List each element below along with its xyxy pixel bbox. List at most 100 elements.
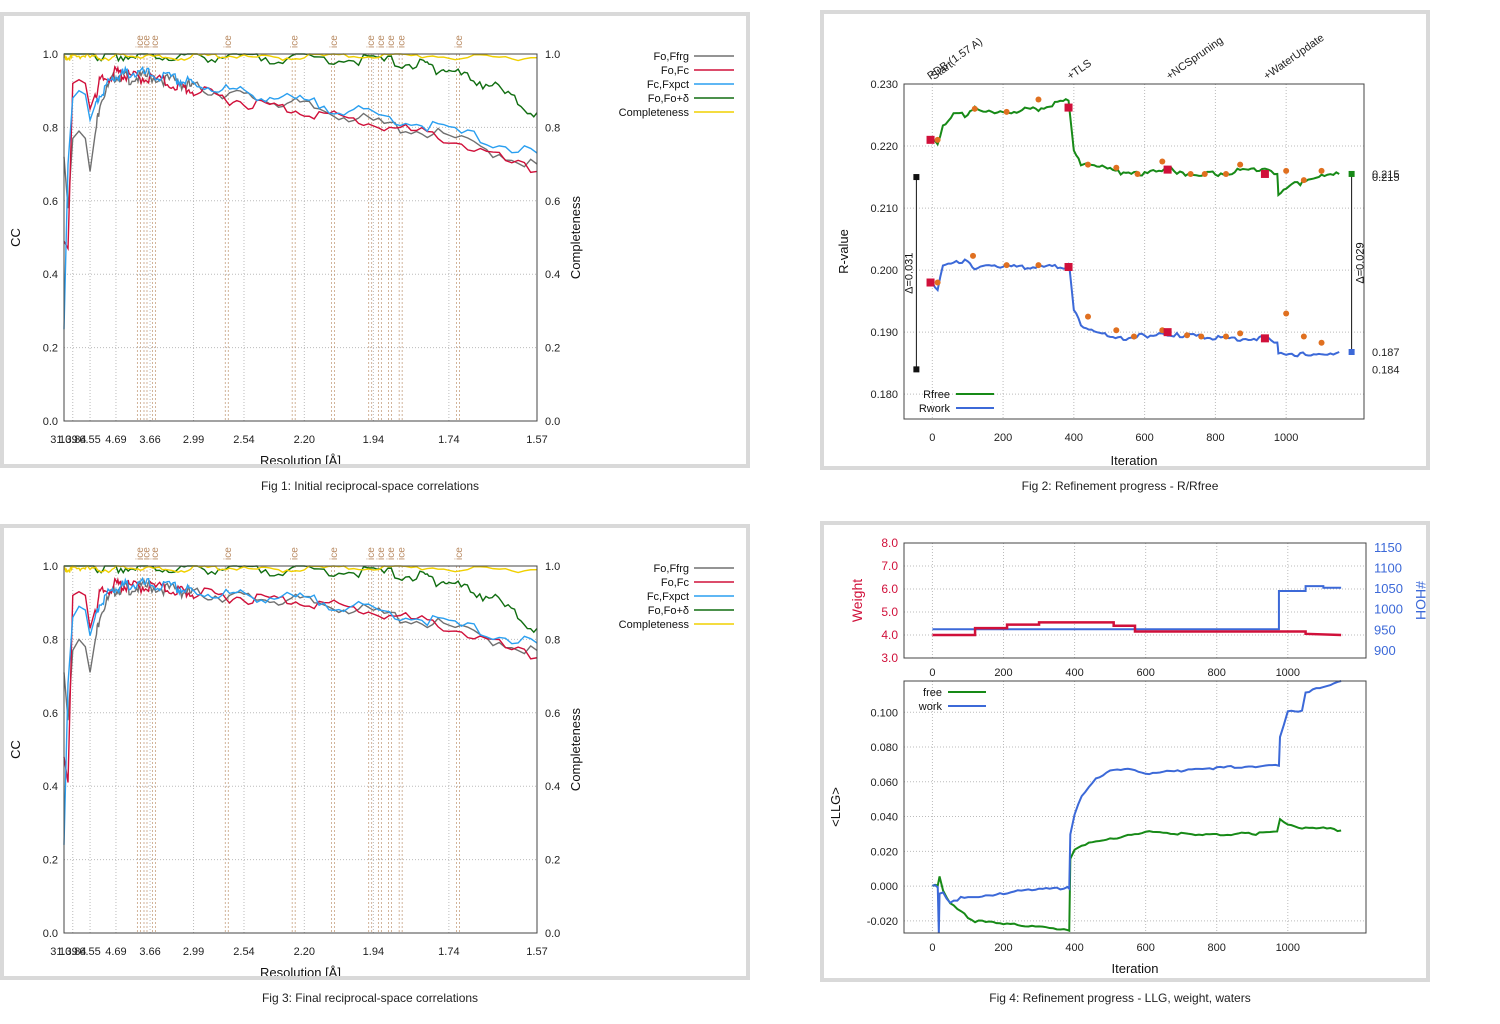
fig2-caption: Fig 2: Refinement progress - R/Rfree — [1021, 479, 1219, 493]
ice-label: ice — [141, 35, 152, 48]
x-axis-label: Resolution [Å] — [260, 453, 341, 464]
plot-frame-bottom — [903, 680, 1367, 934]
data-point-marker — [934, 136, 941, 143]
x-tick-label: 1.57 — [526, 946, 547, 958]
ice-label: ice — [223, 35, 234, 48]
delta-end-marker — [913, 366, 920, 373]
hoh-tick-label: 900 — [1374, 643, 1396, 658]
data-point-marker — [1198, 333, 1205, 340]
weight-axis-label: Weight — [849, 579, 865, 622]
x-tick-label: 200 — [994, 667, 1012, 679]
legend-label: Fc,Fxpct — [647, 79, 689, 91]
x-tick-label: 2.54 — [233, 434, 254, 446]
legend-label: Fo,Fc — [661, 577, 690, 589]
ice-label: ice — [366, 547, 377, 560]
weight-tick-label: 7.0 — [881, 559, 898, 573]
y2-tick-label: 1.0 — [545, 49, 560, 61]
ice-label: ice — [376, 35, 387, 48]
data-point-marker — [1283, 310, 1290, 317]
data-point-marker — [1300, 177, 1307, 184]
right-value-label: 0.187 — [1372, 347, 1400, 359]
data-point-marker — [1003, 262, 1010, 269]
right-value-label: 0.215 — [1372, 169, 1400, 181]
weight-tick-label: 4.0 — [881, 628, 898, 642]
ice-label: ice — [141, 547, 152, 560]
legend-label: Completeness — [619, 107, 690, 119]
legend-label: Completeness — [619, 619, 690, 631]
y-tick-label: 1.0 — [43, 49, 58, 61]
plot-frame — [63, 53, 538, 422]
stage-marker — [1163, 328, 1172, 337]
y2-tick-label: 0.6 — [545, 708, 560, 720]
x-tick-label: 0 — [929, 432, 935, 444]
hoh-tick-label: 950 — [1374, 622, 1396, 637]
ice-label: ice — [223, 547, 234, 560]
x-tick-label: 31.39 — [50, 434, 78, 446]
data-point-marker — [1187, 170, 1194, 177]
ice-label: ice — [290, 547, 301, 560]
x-tick-label: 2.99 — [183, 946, 204, 958]
ice-label: ice — [454, 35, 465, 48]
data-point-marker — [1131, 333, 1137, 340]
y-tick-label: 0.080 — [870, 742, 898, 754]
data-point-marker — [1159, 158, 1166, 165]
y-axis-label: R-value — [836, 229, 851, 274]
ice-label: ice — [135, 547, 146, 560]
delta-left-label: Δ=0.031 — [903, 253, 915, 294]
y2-tick-label: 0.2 — [545, 343, 560, 355]
y-tick-label: 0.0 — [43, 416, 58, 428]
y-tick-label: 0.4 — [43, 781, 58, 793]
stage-label: +WaterUpdate — [1262, 32, 1327, 82]
data-point-marker — [934, 279, 941, 286]
y-tick-label: 0.6 — [43, 196, 58, 208]
fig3-caption: Fig 3: Final reciprocal-space correlatio… — [261, 991, 479, 1005]
hoh-axis-label: #HOH — [1413, 581, 1426, 620]
x-tick-label: 6.55 — [79, 434, 100, 446]
x-tick-label: 0 — [929, 942, 935, 954]
fig2-chart: 0.180 0.190 0.200 0.210 0.220 0.230 0 200 400 600… — [836, 32, 1400, 466]
series-line-completeness — [63, 52, 538, 62]
rfree-end-marker — [1348, 170, 1355, 177]
legend-label: Fo,Ffrg — [654, 51, 689, 63]
x-tick-label: 2.99 — [183, 434, 204, 446]
weight-tick-label: 3.0 — [881, 651, 898, 665]
x-tick-label: 1.74 — [438, 434, 459, 446]
data-point-marker — [970, 252, 976, 259]
data-point-marker — [1223, 333, 1229, 340]
y2-tick-label: 1.0 — [545, 561, 560, 573]
weight-tick-label: 6.0 — [881, 582, 898, 596]
x-tick-label: 1.74 — [438, 946, 459, 958]
legend-label: Rwork — [919, 403, 951, 415]
stage-marker — [1163, 165, 1172, 174]
hoh-tick-label: 1100 — [1374, 561, 1402, 576]
fig4-caption: Fig 4: Refinement progress - LLG, weight… — [989, 991, 1251, 1005]
x-tick-label: 200 — [994, 432, 1012, 444]
ice-label: ice — [386, 35, 397, 48]
x-tick-label: 1000 — [1276, 667, 1300, 679]
y2-tick-label: 0.4 — [545, 269, 560, 281]
y2-tick-label: 0.4 — [545, 781, 560, 793]
x-axis-label: Resolution [Å] — [260, 965, 341, 976]
stage-marker — [926, 135, 935, 144]
data-point-marker — [1318, 167, 1325, 174]
stage-marker — [1260, 169, 1269, 178]
ice-label: ice — [376, 547, 387, 560]
y-tick-label: 0.8 — [43, 634, 58, 646]
x-tick-label: 1000 — [1274, 432, 1298, 444]
right-value-label: 0.184 — [1372, 364, 1400, 376]
legend-label: free — [923, 687, 942, 699]
data-point-marker — [1035, 262, 1042, 269]
y-axis-label: CC — [8, 228, 23, 247]
y2-tick-label: 0.8 — [545, 634, 560, 646]
y-tick-label: 0.4 — [43, 269, 58, 281]
x-tick-label: 10.84 — [59, 946, 87, 958]
y-tick-label: 0.2 — [43, 855, 58, 867]
y-tick-label: 0.8 — [43, 122, 58, 134]
ice-label: ice — [150, 547, 161, 560]
data-point-marker — [1318, 339, 1325, 346]
y2-tick-label: 0.8 — [545, 122, 560, 134]
y2-tick-label: 0.0 — [545, 928, 560, 940]
legend-label: work — [918, 701, 943, 713]
x-tick-label: 400 — [1065, 942, 1083, 954]
x-tick-label: 400 — [1065, 432, 1083, 444]
